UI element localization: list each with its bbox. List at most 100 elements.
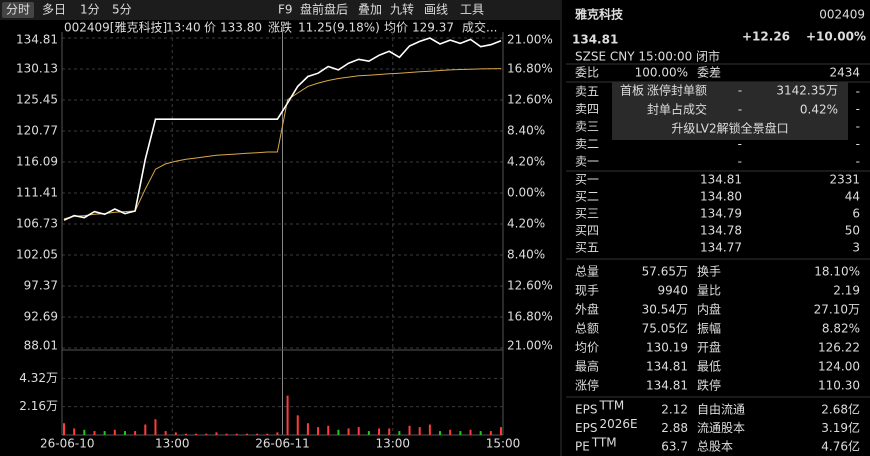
tool[interactable]: 盘前盘后 bbox=[300, 2, 348, 17]
bid-label: 买五 bbox=[575, 241, 599, 255]
volume-bar bbox=[479, 431, 482, 435]
fund-label: PE bbox=[575, 440, 590, 454]
label: 换手 bbox=[697, 265, 721, 279]
value: 134.81 bbox=[646, 360, 688, 374]
y-tick-label: 106.73 bbox=[16, 217, 58, 231]
bid-price: 134.79 bbox=[700, 207, 742, 221]
y2-tick-label: 8.40% bbox=[507, 248, 545, 262]
y2-tick-label: 16.80% bbox=[507, 310, 553, 324]
value: 8.82% bbox=[822, 322, 860, 336]
volume-bar bbox=[357, 427, 360, 435]
volume-bar bbox=[63, 423, 65, 435]
x-tick-label: 26-06-10 bbox=[40, 437, 94, 451]
active-tab-bg bbox=[2, 2, 34, 18]
label: 委差 bbox=[697, 66, 721, 80]
chart-header: 13:40 bbox=[166, 21, 201, 35]
volume-bar bbox=[337, 429, 340, 435]
tool[interactable]: 叠加 bbox=[358, 3, 382, 17]
market-meta: SZSE CNY 15:00:00 闭市 bbox=[575, 49, 720, 64]
y2-tick-label: 4.20% bbox=[507, 155, 545, 169]
bid-label: 买三 bbox=[575, 207, 599, 221]
value: 75.05亿 bbox=[642, 321, 688, 336]
volume-bar bbox=[215, 432, 218, 435]
volume-bar bbox=[378, 428, 381, 435]
stock-code: 002409 bbox=[819, 8, 865, 22]
label: 涨停 bbox=[575, 378, 599, 393]
value: 2.68亿 bbox=[821, 402, 860, 417]
ask-price: - bbox=[738, 155, 742, 169]
value: 4.76亿 bbox=[821, 439, 860, 454]
volume-bar bbox=[408, 425, 411, 435]
change-pct: +10.00% bbox=[806, 30, 866, 44]
value: 2.19 bbox=[833, 284, 860, 298]
label: 开盘 bbox=[697, 340, 721, 355]
value: 110.30 bbox=[818, 379, 860, 393]
chart-header: 成交... bbox=[462, 20, 497, 35]
ask-label: 卖四 bbox=[575, 102, 599, 116]
bid-price: 134.80 bbox=[700, 190, 742, 204]
chart-header: 002409[雅克科技] bbox=[64, 20, 167, 35]
fund-label: EPS bbox=[575, 421, 597, 435]
volume-bar bbox=[418, 427, 421, 435]
upgrade-link[interactable]: 升级LV2解锁全景盘口 bbox=[671, 121, 788, 136]
volume-bar bbox=[347, 428, 350, 435]
fund-label: EPS bbox=[575, 403, 597, 417]
volume-bar bbox=[500, 427, 502, 435]
tool[interactable]: F9 bbox=[278, 3, 293, 17]
ask-volume: - bbox=[856, 155, 860, 169]
popup-dash: - bbox=[738, 103, 742, 117]
bid-price: 134.78 bbox=[700, 224, 742, 238]
fund-label-sup: TTM bbox=[591, 436, 617, 450]
volume-bar bbox=[113, 429, 116, 435]
y-tick-label: 134.81 bbox=[16, 33, 58, 47]
value: 124.00 bbox=[818, 360, 860, 374]
popup-cover bbox=[612, 82, 848, 140]
volume-bar bbox=[489, 431, 492, 435]
tool[interactable]: 九转 bbox=[390, 2, 414, 17]
value: 2.88 bbox=[661, 421, 688, 435]
popup-label: 封单占成交 bbox=[647, 102, 707, 117]
popup-tag: 首板 bbox=[620, 84, 644, 98]
volume-bar bbox=[388, 428, 391, 435]
label: 总量 bbox=[575, 265, 599, 279]
label: 量比 bbox=[697, 284, 721, 298]
tool[interactable]: 工具 bbox=[460, 3, 484, 17]
bid-price: 134.77 bbox=[700, 241, 742, 255]
bid-volume: 6 bbox=[852, 207, 860, 221]
tab[interactable]: 分时 bbox=[6, 3, 30, 17]
label: 均价 bbox=[575, 341, 599, 355]
fund-label-sup: 2026E bbox=[599, 417, 637, 431]
label: 最低 bbox=[697, 360, 721, 374]
volume-bar bbox=[235, 433, 238, 435]
volume-bar bbox=[469, 429, 472, 435]
label: 内盘 bbox=[697, 302, 721, 317]
label: 自由流通 bbox=[697, 403, 745, 417]
x-tick-label: 15:00 bbox=[486, 437, 521, 451]
x-tick-label: 13:00 bbox=[155, 437, 190, 451]
value: 130.19 bbox=[646, 341, 688, 355]
tab[interactable]: 5分 bbox=[112, 3, 132, 17]
y-tick-label: 92.69 bbox=[24, 310, 58, 324]
volume-bar bbox=[296, 415, 299, 435]
bid-label: 买一 bbox=[575, 173, 599, 187]
volume-bar bbox=[439, 431, 442, 435]
y2-tick-label: 8.40% bbox=[507, 124, 545, 138]
tool[interactable]: 画线 bbox=[424, 3, 448, 17]
label: 外盘 bbox=[575, 302, 599, 317]
ask-label: 卖一 bbox=[575, 155, 599, 169]
y2-tick-label: 16.80% bbox=[507, 62, 553, 76]
tab[interactable]: 1分 bbox=[80, 3, 100, 17]
label: 总额 bbox=[575, 322, 599, 336]
x-tick-label: 26-06-11 bbox=[255, 437, 309, 451]
tab[interactable]: 多日 bbox=[42, 3, 66, 17]
y-tick-label: 111.41 bbox=[16, 186, 58, 200]
volume-bar bbox=[195, 433, 198, 435]
value: 30.54万 bbox=[642, 303, 688, 317]
label: 现手 bbox=[575, 284, 599, 298]
average-line bbox=[63, 68, 502, 220]
chart-header: 均价 bbox=[384, 21, 408, 35]
label: 流通股本 bbox=[697, 421, 745, 435]
volume-bar bbox=[174, 432, 177, 435]
volume-bar bbox=[93, 431, 96, 435]
